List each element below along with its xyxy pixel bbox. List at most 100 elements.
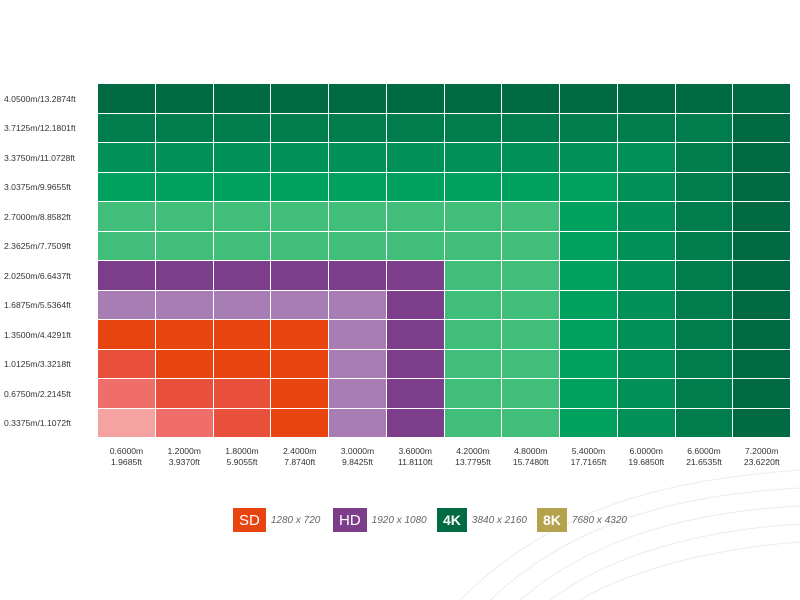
heatmap-cell <box>502 261 559 290</box>
x-tick-label-feet: 13.7795ft <box>455 457 491 467</box>
heatmap-cell <box>213 172 271 201</box>
legend-swatch-8k: 8K <box>537 508 567 532</box>
legend-swatch-hd: HD <box>333 508 367 532</box>
legend: SD 1280 x 720 HD 1920 x 1080 4K 3840 x 2… <box>0 508 800 532</box>
x-tick-label-feet: 15.7480ft <box>512 457 549 467</box>
heatmap-cell <box>155 231 213 260</box>
heatmap-cell <box>444 408 502 437</box>
heatmap-cell <box>617 349 675 378</box>
legend-item-hd: HD 1920 x 1080 <box>333 508 427 532</box>
x-tick-label-meters: 3.0000m <box>340 446 375 456</box>
x-tick-label: 0.6000m 1.9685ft <box>98 446 155 468</box>
heatmap-cell <box>271 172 328 201</box>
y-tick-label: 2.7000m/8.8582ft <box>4 211 71 222</box>
y-tick-label: 0.3375m/1.1072ft <box>4 418 71 429</box>
heatmap-cell <box>386 320 444 349</box>
x-tick-label: 4.8000m 15.7480ft <box>502 446 559 468</box>
heatmap-cell <box>560 172 617 201</box>
legend-resolution-hd: 1920 x 1080 <box>371 514 427 526</box>
heatmap-cell <box>675 143 733 172</box>
heatmap-cell <box>733 84 790 113</box>
heatmap-cell <box>155 84 213 113</box>
heatmap-cell <box>213 202 271 231</box>
y-tick-label: 3.0375m/9.9655ft <box>4 182 71 193</box>
heatmap-cell <box>386 113 444 142</box>
heatmap-cell <box>617 202 675 231</box>
x-tick-label-meters: 4.2000m <box>456 446 490 456</box>
heatmap-cell <box>271 231 328 260</box>
heatmap-cell <box>155 379 213 408</box>
heatmap-cell <box>617 320 675 349</box>
heatmap-cell <box>213 143 271 172</box>
heatmap-cell <box>502 231 559 260</box>
heatmap-cell <box>213 379 271 408</box>
heatmap-cell <box>675 320 733 349</box>
heatmap-cell <box>502 113 559 142</box>
heatmap-cell <box>386 231 444 260</box>
heatmap-cell <box>329 261 386 290</box>
heatmap-cell <box>271 349 328 378</box>
heatmap-cell <box>617 172 675 201</box>
heatmap-cell <box>444 202 502 231</box>
heatmap-cell <box>155 172 213 201</box>
x-tick-label-meters: 1.8000m <box>225 446 259 456</box>
heatmap-cell <box>155 261 213 290</box>
heatmap-cell <box>271 261 328 290</box>
heatmap-cell <box>675 172 733 201</box>
heatmap-cell <box>155 320 213 349</box>
heatmap-cell <box>444 143 502 172</box>
heatmap-cell <box>675 84 733 113</box>
heatmap-cell <box>444 113 502 142</box>
y-tick-label: 1.6875m/5.5364ft <box>4 300 71 311</box>
y-tick-label: 1.0125m/3.3218ft <box>4 359 71 370</box>
heatmap-cell <box>444 349 502 378</box>
heatmap-cell <box>444 172 502 201</box>
heatmap-cell <box>386 261 444 290</box>
heatmap-cell <box>213 231 271 260</box>
heatmap-cell <box>213 261 271 290</box>
heatmap-cell <box>675 290 733 319</box>
x-tick-label-meters: 5.4000m <box>571 446 606 456</box>
heatmap-cell <box>560 231 617 260</box>
heatmap-cell <box>329 379 386 408</box>
heatmap-cell <box>617 379 675 408</box>
heatmap-cell <box>386 290 444 319</box>
heatmap-cell <box>386 202 444 231</box>
x-tick-label-feet: 19.6850ft <box>628 457 665 467</box>
legend-item-sd: SD 1280 x 720 <box>233 508 320 532</box>
heatmap-cell <box>98 172 155 201</box>
heatmap-cell <box>617 143 675 172</box>
heatmap-cell <box>98 349 155 378</box>
x-tick-label: 6.0000m 19.6850ft <box>618 446 675 468</box>
heatmap-cell <box>386 379 444 408</box>
heatmap-cell <box>560 84 617 113</box>
heatmap-cell <box>386 408 444 437</box>
heatmap-cell <box>155 113 213 142</box>
x-tick-label-meters: 2.4000m <box>283 446 317 456</box>
heatmap-cell <box>560 408 617 437</box>
heatmap-cell <box>733 202 790 231</box>
heatmap-cell <box>675 261 733 290</box>
legend-swatch-sd: SD <box>233 508 266 532</box>
x-tick-label: 6.6000m 21.6535ft <box>676 446 733 468</box>
heatmap-cell <box>675 202 733 231</box>
heatmap-cell <box>329 172 386 201</box>
heatmap-cell <box>560 202 617 231</box>
x-tick-label-meters: 4.8000m <box>514 446 548 456</box>
y-tick-label: 3.7125m/12.1801ft <box>4 123 76 134</box>
heatmap-cell <box>560 290 617 319</box>
heatmap-cell <box>617 290 675 319</box>
x-tick-label-feet: 1.9685ft <box>110 457 143 467</box>
heatmap-cell <box>271 202 328 231</box>
heatmap-cell <box>733 231 790 260</box>
x-tick-label-meters: 0.6000m <box>109 446 144 456</box>
heatmap-cell <box>271 113 328 142</box>
heatmap-cell <box>444 320 502 349</box>
heatmap-cell <box>733 379 790 408</box>
legend-resolution-sd: 1280 x 720 <box>270 514 321 526</box>
x-tick-label: 1.8000m 5.9055ft <box>214 446 271 468</box>
heatmap-cell <box>675 231 733 260</box>
heatmap-cell <box>560 349 617 378</box>
heatmap-cell <box>733 172 790 201</box>
